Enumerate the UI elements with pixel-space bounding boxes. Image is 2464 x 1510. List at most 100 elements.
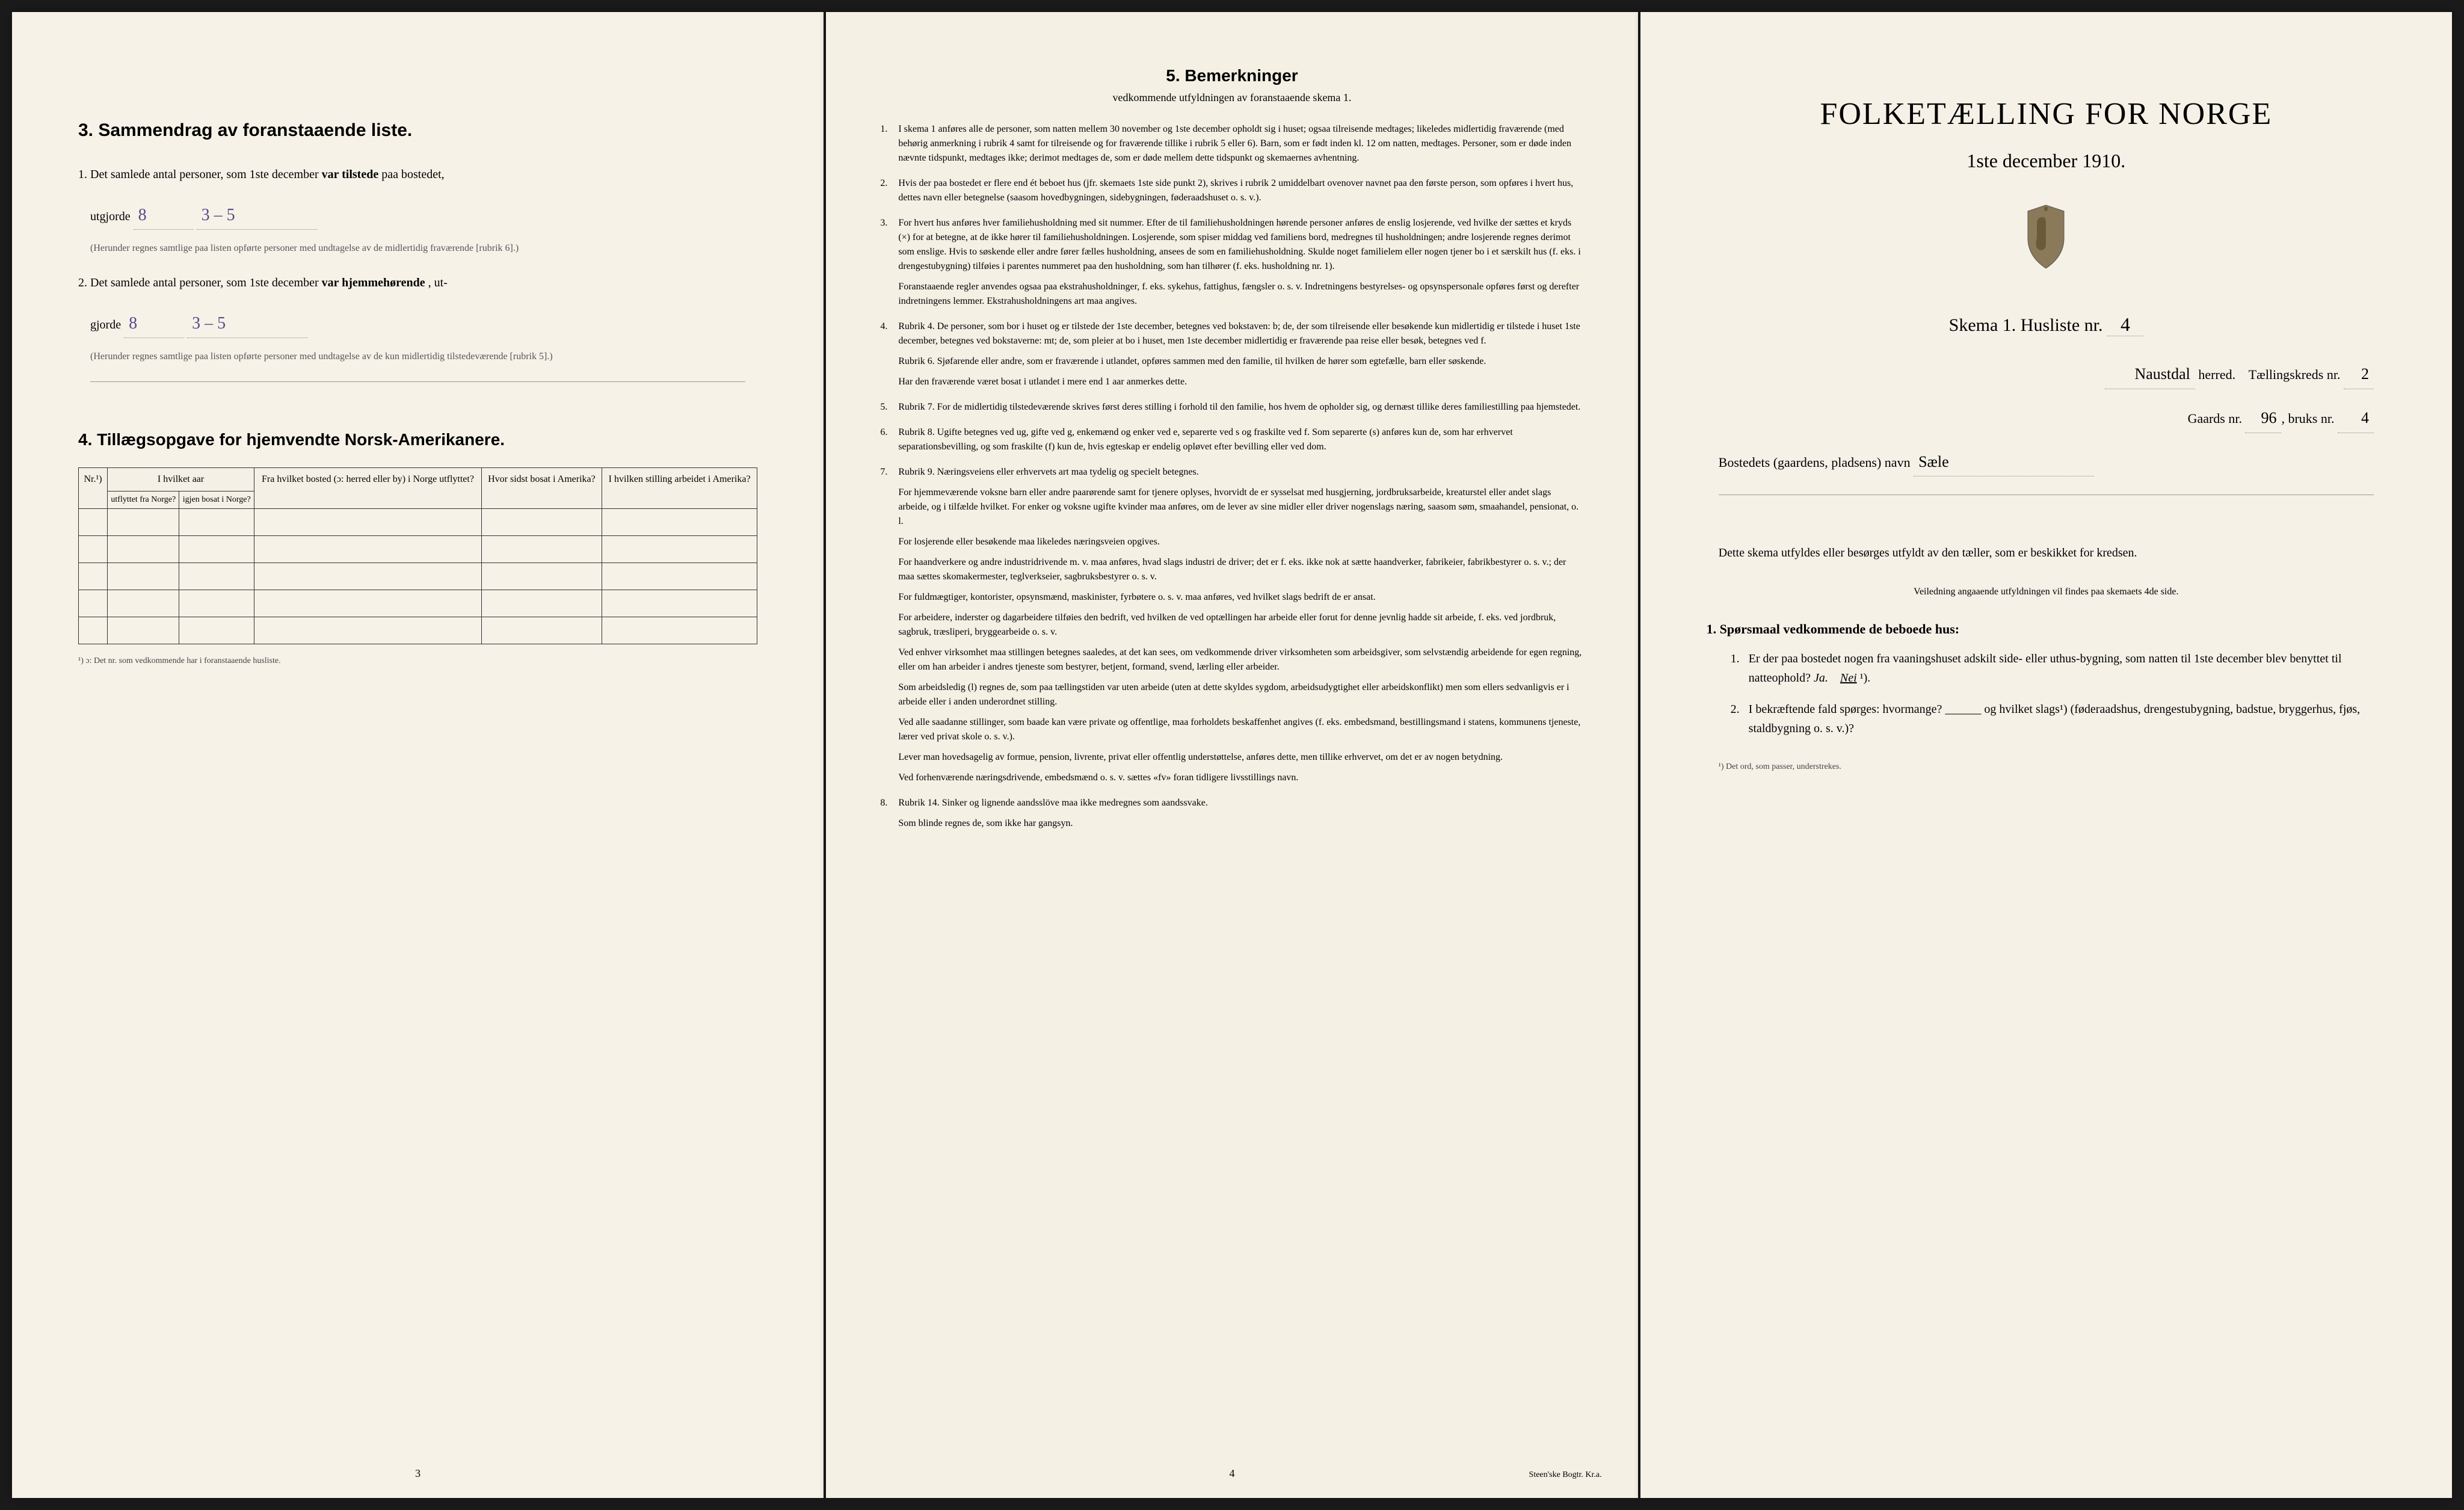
section3-heading: 3. Sammendrag av foranstaaende liste.: [78, 120, 793, 141]
instruction-extra4: For fuldmægtiger, kontorister, opsynsmæn…: [898, 590, 1583, 605]
instruction-extra: Som blinde regnes de, som ikke har gangs…: [898, 816, 1583, 831]
question-2: 2. I bekræftende fald spørges: hvormange…: [1731, 700, 2374, 738]
instruction-item: 4. Rubrik 4. De personer, som bor i huse…: [880, 319, 1583, 389]
q1-text-block: Er der paa bostedet nogen fra vaaningshu…: [1749, 649, 2374, 688]
instruction-text-block: Rubrik 14. Sinker og lignende aandsslöve…: [898, 796, 1583, 831]
item1-note: (Herunder regnes samtlige paa listen opf…: [90, 242, 757, 255]
instruction-num: 5.: [880, 400, 898, 414]
table-row: [79, 509, 757, 536]
item1-line2-label: utgjorde: [90, 210, 134, 223]
th-aar: I hvilket aar: [108, 468, 254, 492]
coat-of-arms-icon: [2016, 202, 2076, 274]
item2-value2: 3 – 5: [187, 310, 307, 338]
gaards-value: 96: [2245, 404, 2281, 433]
instruction-block2: Veiledning angaaende utfyldningen vil fi…: [1719, 587, 2374, 597]
instruction-text-block: Rubrik 9. Næringsveiens eller erhvervets…: [898, 465, 1583, 785]
divider-left: [90, 381, 745, 382]
instruction-num: 2.: [880, 176, 898, 205]
kreds-value: 2: [2344, 360, 2374, 389]
item2-value1: 8: [124, 310, 184, 338]
q1-text: Er der paa bostedet nogen fra vaaningshu…: [1749, 652, 2342, 685]
instruction-extra3: For haandverkere og andre industridriven…: [898, 555, 1583, 584]
bruks-label: bruks nr.: [2288, 411, 2334, 426]
q1-num: 1.: [1731, 649, 1749, 688]
instruction-text: Rubrik 9. Næringsveiens eller erhvervets…: [898, 467, 1198, 477]
table-row: [79, 536, 757, 563]
q2-text: I bekræftende fald spørges: hvormange? _…: [1749, 700, 2374, 738]
th-igjen: igjen bosat i Norge?: [179, 492, 254, 509]
item1-value2: 3 – 5: [197, 202, 317, 230]
item2-suffix: , ut-: [428, 276, 448, 289]
instruction-extra: Foranstaaende regler anvendes ogsaa paa …: [898, 280, 1583, 309]
instruction-num: 4.: [880, 319, 898, 389]
instruction-num: 7.: [880, 465, 898, 785]
q1-sup: ¹).: [1860, 671, 1871, 685]
instruction-block1: Dette skema utfyldes eller besørges utfy…: [1719, 543, 2374, 562]
skema-line: Skema 1. Husliste nr. 4: [1671, 313, 2422, 336]
instruction-extra: For hjemmeværende voksne barn eller andr…: [898, 485, 1583, 529]
th-amerika: Hvor sidst bosat i Amerika?: [481, 468, 602, 509]
questions-heading: 1. Spørsmaal vedkommende de beboede hus:: [1707, 621, 2374, 637]
instruction-extra: Rubrik 6. Sjøfarende eller andre, som er…: [898, 354, 1583, 369]
item1-line1: 1. Det samlede antal personer, som 1ste …: [78, 165, 757, 184]
table-row: [79, 563, 757, 590]
main-title: FOLKETÆLLING FOR NORGE: [1671, 96, 2422, 132]
table-footnote: ¹) ɔ: Det nr. som vedkommende har i fora…: [78, 656, 757, 666]
instruction-text-block: Rubrik 4. De personer, som bor i huset o…: [898, 319, 1583, 389]
instruction-item: 8. Rubrik 14. Sinker og lignende aandssl…: [880, 796, 1583, 831]
page-right: FOLKETÆLLING FOR NORGE 1ste december 191…: [1640, 12, 2452, 1498]
section5-subheading: vedkommende utfyldningen av foranstaaend…: [856, 91, 1607, 104]
item2-prefix: 2. Det samlede antal personer, som 1ste …: [78, 276, 322, 289]
instruction-item: 6. Rubrik 8. Ugifte betegnes ved ug, gif…: [880, 425, 1583, 454]
right-footnote: ¹) Det ord, som passer, understrekes.: [1719, 762, 2374, 772]
instruction-extra2: For losjerende eller besøkende maa likel…: [898, 535, 1583, 549]
bosted-value: Sæle: [1914, 448, 2094, 477]
document-container: 3. Sammendrag av foranstaaende liste. 1.…: [12, 12, 2452, 1498]
question-1: 1. Er der paa bostedet nogen fra vaaning…: [1731, 649, 2374, 688]
item1-suffix: paa bostedet,: [381, 168, 444, 181]
instruction-extra9: Lever man hovedsagelig av formue, pensio…: [898, 750, 1583, 765]
gaards-line: Gaards nr. 96, bruks nr. 4: [1719, 404, 2374, 433]
instruction-item: 2. Hvis der paa bostedet er flere end ét…: [880, 176, 1583, 205]
kreds-label: Tællingskreds nr.: [2249, 367, 2341, 382]
section5-heading: 5. Bemerkninger: [856, 66, 1607, 85]
page-left: 3. Sammendrag av foranstaaende liste. 1.…: [12, 12, 824, 1498]
th-stilling: I hvilken stilling arbeidet i Amerika?: [602, 468, 757, 509]
instruction-text-block: For hvert hus anføres hver familiehushol…: [898, 216, 1583, 309]
instruction-extra6: Ved enhver virksomhet maa stillingen bet…: [898, 646, 1583, 674]
table-row: [79, 617, 757, 644]
instruction-text: Rubrik 14. Sinker og lignende aandsslöve…: [898, 798, 1208, 808]
instruction-text: Rubrik 8. Ugifte betegnes ved ug, gifte …: [898, 425, 1583, 454]
instruction-extra5: For arbeidere, inderster og dagarbeidere…: [898, 611, 1583, 639]
th-nr: Nr.¹): [79, 468, 108, 509]
coat-of-arms: [1671, 202, 2422, 277]
amerikanere-table: Nr.¹) I hvilket aar Fra hvilket bosted (…: [78, 467, 757, 644]
instruction-extra2: Har den fraværende været bosat i utlande…: [898, 375, 1583, 389]
instruction-extra8: Ved alle saadanne stillinger, som baade …: [898, 715, 1583, 744]
instruction-num: 8.: [880, 796, 898, 831]
instruction-num: 3.: [880, 216, 898, 309]
instruction-num: 6.: [880, 425, 898, 454]
skema-value: 4: [2107, 313, 2143, 336]
herred-label: herred.: [2198, 367, 2235, 382]
bosted-line: Bostedets (gaardens, pladsens) navn Sæle: [1719, 448, 2374, 477]
item1-value1: 8: [134, 202, 194, 230]
q2-num: 2.: [1731, 700, 1749, 738]
instruction-num: 1.: [880, 122, 898, 165]
gaards-label: Gaards nr.: [2188, 411, 2242, 426]
instruction-extra10: Ved forhenværende næringsdrivende, embed…: [898, 771, 1583, 785]
herred-line: Naustdal herred. Tællingskreds nr. 2: [1719, 360, 2374, 389]
item2-line1: 2. Det samlede antal personer, som 1ste …: [78, 273, 757, 292]
instruction-text: Rubrik 7. For de midlertidig tilstedevær…: [898, 400, 1583, 414]
printer-mark: Steen'ske Bogtr. Kr.a.: [1529, 1470, 1602, 1480]
table-row: [79, 590, 757, 617]
instruction-list: 1. I skema 1 anføres alle de personer, s…: [880, 122, 1583, 831]
q1-nei: Nei: [1840, 671, 1857, 685]
bosted-label: Bostedets (gaardens, pladsens) navn: [1719, 455, 1911, 470]
instruction-item: 7. Rubrik 9. Næringsveiens eller erhverv…: [880, 465, 1583, 785]
section4-heading: 4. Tillægsopgave for hjemvendte Norsk-Am…: [78, 430, 793, 449]
item1-line2: utgjorde 8 3 – 5: [90, 202, 757, 230]
sub-title: 1ste december 1910.: [1671, 150, 2422, 172]
instruction-text: I skema 1 anføres alle de personer, som …: [898, 122, 1583, 165]
item1-bold: var tilstede: [322, 168, 379, 181]
